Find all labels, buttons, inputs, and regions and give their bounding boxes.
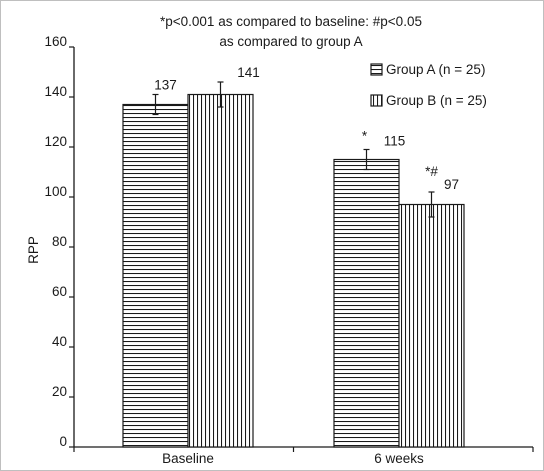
y-tick-label: 120: [44, 134, 67, 149]
y-tick-label: 60: [52, 284, 67, 299]
data-label: 137: [154, 78, 177, 93]
y-tick-label: 100: [44, 184, 67, 199]
chart-title: *p<0.001 as compared to baseline: #p<0.0…: [160, 14, 422, 29]
legend-swatch: [370, 63, 383, 76]
legend-label: Group B (n = 25): [386, 93, 487, 108]
legend-label: Group A (n = 25): [386, 62, 485, 77]
bar: [333, 158, 400, 448]
data-label: 141: [237, 65, 260, 80]
x-tick-label: Baseline: [162, 451, 214, 466]
data-label: 115: [384, 134, 406, 149]
legend-swatch: [370, 94, 383, 107]
y-tick-label: 80: [52, 234, 67, 249]
significance-marker: *#: [425, 164, 438, 179]
significance-marker: *: [362, 129, 368, 144]
bar: [398, 203, 465, 448]
y-tick-label: 20: [52, 384, 67, 399]
legend: Group A (n = 25) Group B (n = 25): [370, 62, 487, 108]
y-tick-label: 140: [44, 84, 67, 99]
bar: [122, 103, 189, 448]
data-label: 97: [444, 177, 459, 192]
y-tick-label: 40: [52, 334, 67, 349]
bar: [187, 93, 254, 448]
chart-subtitle: as compared to group A: [219, 34, 362, 49]
y-tick-label: 0: [59, 434, 67, 449]
y-axis-label: RPP: [26, 236, 41, 264]
x-tick-label: 6 weeks: [374, 451, 424, 466]
bars: 137 * 115 141 *# 97: [122, 65, 465, 448]
y-tick-label: 160: [44, 34, 67, 49]
axes: 0 20 40 60 80 100 120 140 160 Baseline 6 weeks: [44, 34, 534, 466]
